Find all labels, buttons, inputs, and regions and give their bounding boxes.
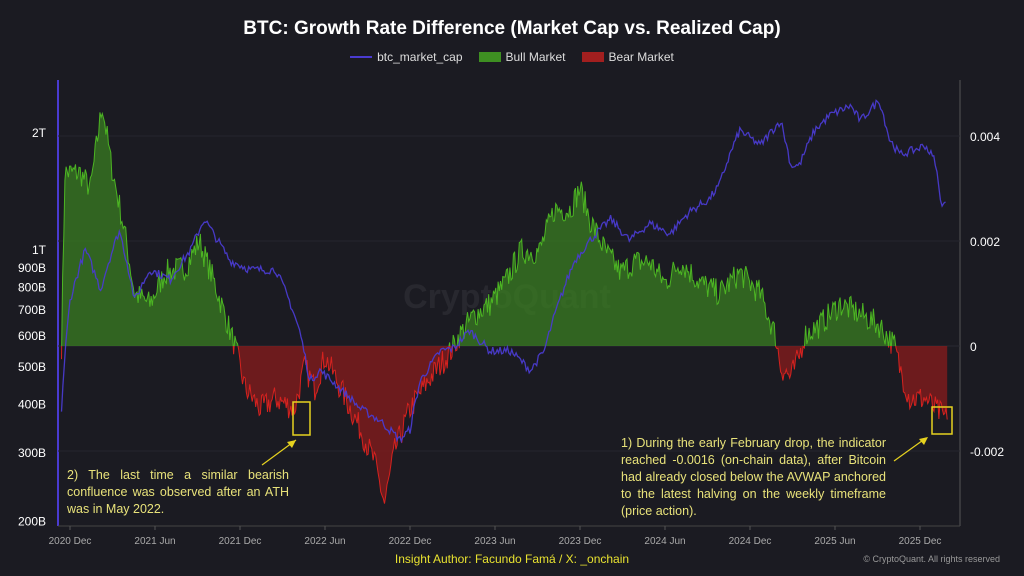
left-tick-label: 700B xyxy=(18,303,46,317)
left-tick-label: 300B xyxy=(18,446,46,460)
x-tick-label: 2021 Dec xyxy=(219,536,262,547)
legend-swatch xyxy=(581,52,604,62)
right-tick-label: 0.002 xyxy=(970,235,1000,249)
highlight-box-may-2022 xyxy=(292,401,311,436)
annotation-february: 1) During the early February drop, the i… xyxy=(621,436,886,518)
x-tick-label: 2020 Dec xyxy=(49,536,92,547)
insight-author: Insight Author: Facundo Famá / X: _oncha… xyxy=(394,552,630,566)
bull-market-line xyxy=(61,111,897,346)
x-tick-label: 2022 Jun xyxy=(304,536,345,547)
x-tick-label: 2021 Jun xyxy=(134,536,175,547)
left-tick-label: 2T xyxy=(32,126,47,140)
arrow-february xyxy=(893,437,927,462)
market-cap-line xyxy=(60,99,946,444)
x-tick-label: 2025 Jun xyxy=(814,536,855,547)
left-tick-label: 500B xyxy=(18,360,46,374)
x-tick-label: 2023 Jun xyxy=(474,536,515,547)
legend-swatch xyxy=(478,52,501,62)
right-tick-label: 0.004 xyxy=(970,130,1000,144)
highlight-box-february xyxy=(931,406,953,435)
legend-item-bull[interactable]: Bull Market xyxy=(478,50,566,64)
legend-label: btc_market_cap xyxy=(377,50,463,64)
legend-label: Bear Market xyxy=(608,50,674,64)
left-tick-label: 900B xyxy=(18,261,46,275)
x-tick-label: 2022 Dec xyxy=(389,536,432,547)
legend-label: Bull Market xyxy=(505,50,566,64)
right-tick-label: -0.002 xyxy=(970,445,1004,459)
left-tick-label: 200B xyxy=(18,515,46,529)
left-tick-label: 1T xyxy=(32,243,47,257)
bear-market-line xyxy=(61,346,948,504)
arrowhead xyxy=(287,440,296,448)
x-tick-label: 2024 Jun xyxy=(644,536,685,547)
legend: btc_market_cap Bull Market Bear Market xyxy=(0,50,1024,64)
right-tick-label: 0 xyxy=(970,340,977,354)
chart-title: BTC: Growth Rate Difference (Market Cap … xyxy=(243,18,781,39)
legend-swatch xyxy=(350,56,373,58)
left-tick-label: 800B xyxy=(18,281,46,295)
legend-item-market-cap[interactable]: btc_market_cap xyxy=(350,50,463,64)
annotation-may-2022: 2) The last time a similar bearish confl… xyxy=(67,468,289,516)
bear-market-area xyxy=(61,346,948,504)
x-tick-label: 2025 Dec xyxy=(899,536,942,547)
bull-market-area xyxy=(61,112,948,346)
left-tick-label: 400B xyxy=(18,398,46,412)
x-tick-label: 2024 Dec xyxy=(729,536,772,547)
copyright: © CryptoQuant. All rights reserved xyxy=(863,554,1000,564)
legend-item-bear[interactable]: Bear Market xyxy=(581,50,674,64)
x-tick-label: 2023 Dec xyxy=(559,536,602,547)
left-tick-label: 600B xyxy=(18,329,46,343)
arrowhead xyxy=(919,437,928,445)
